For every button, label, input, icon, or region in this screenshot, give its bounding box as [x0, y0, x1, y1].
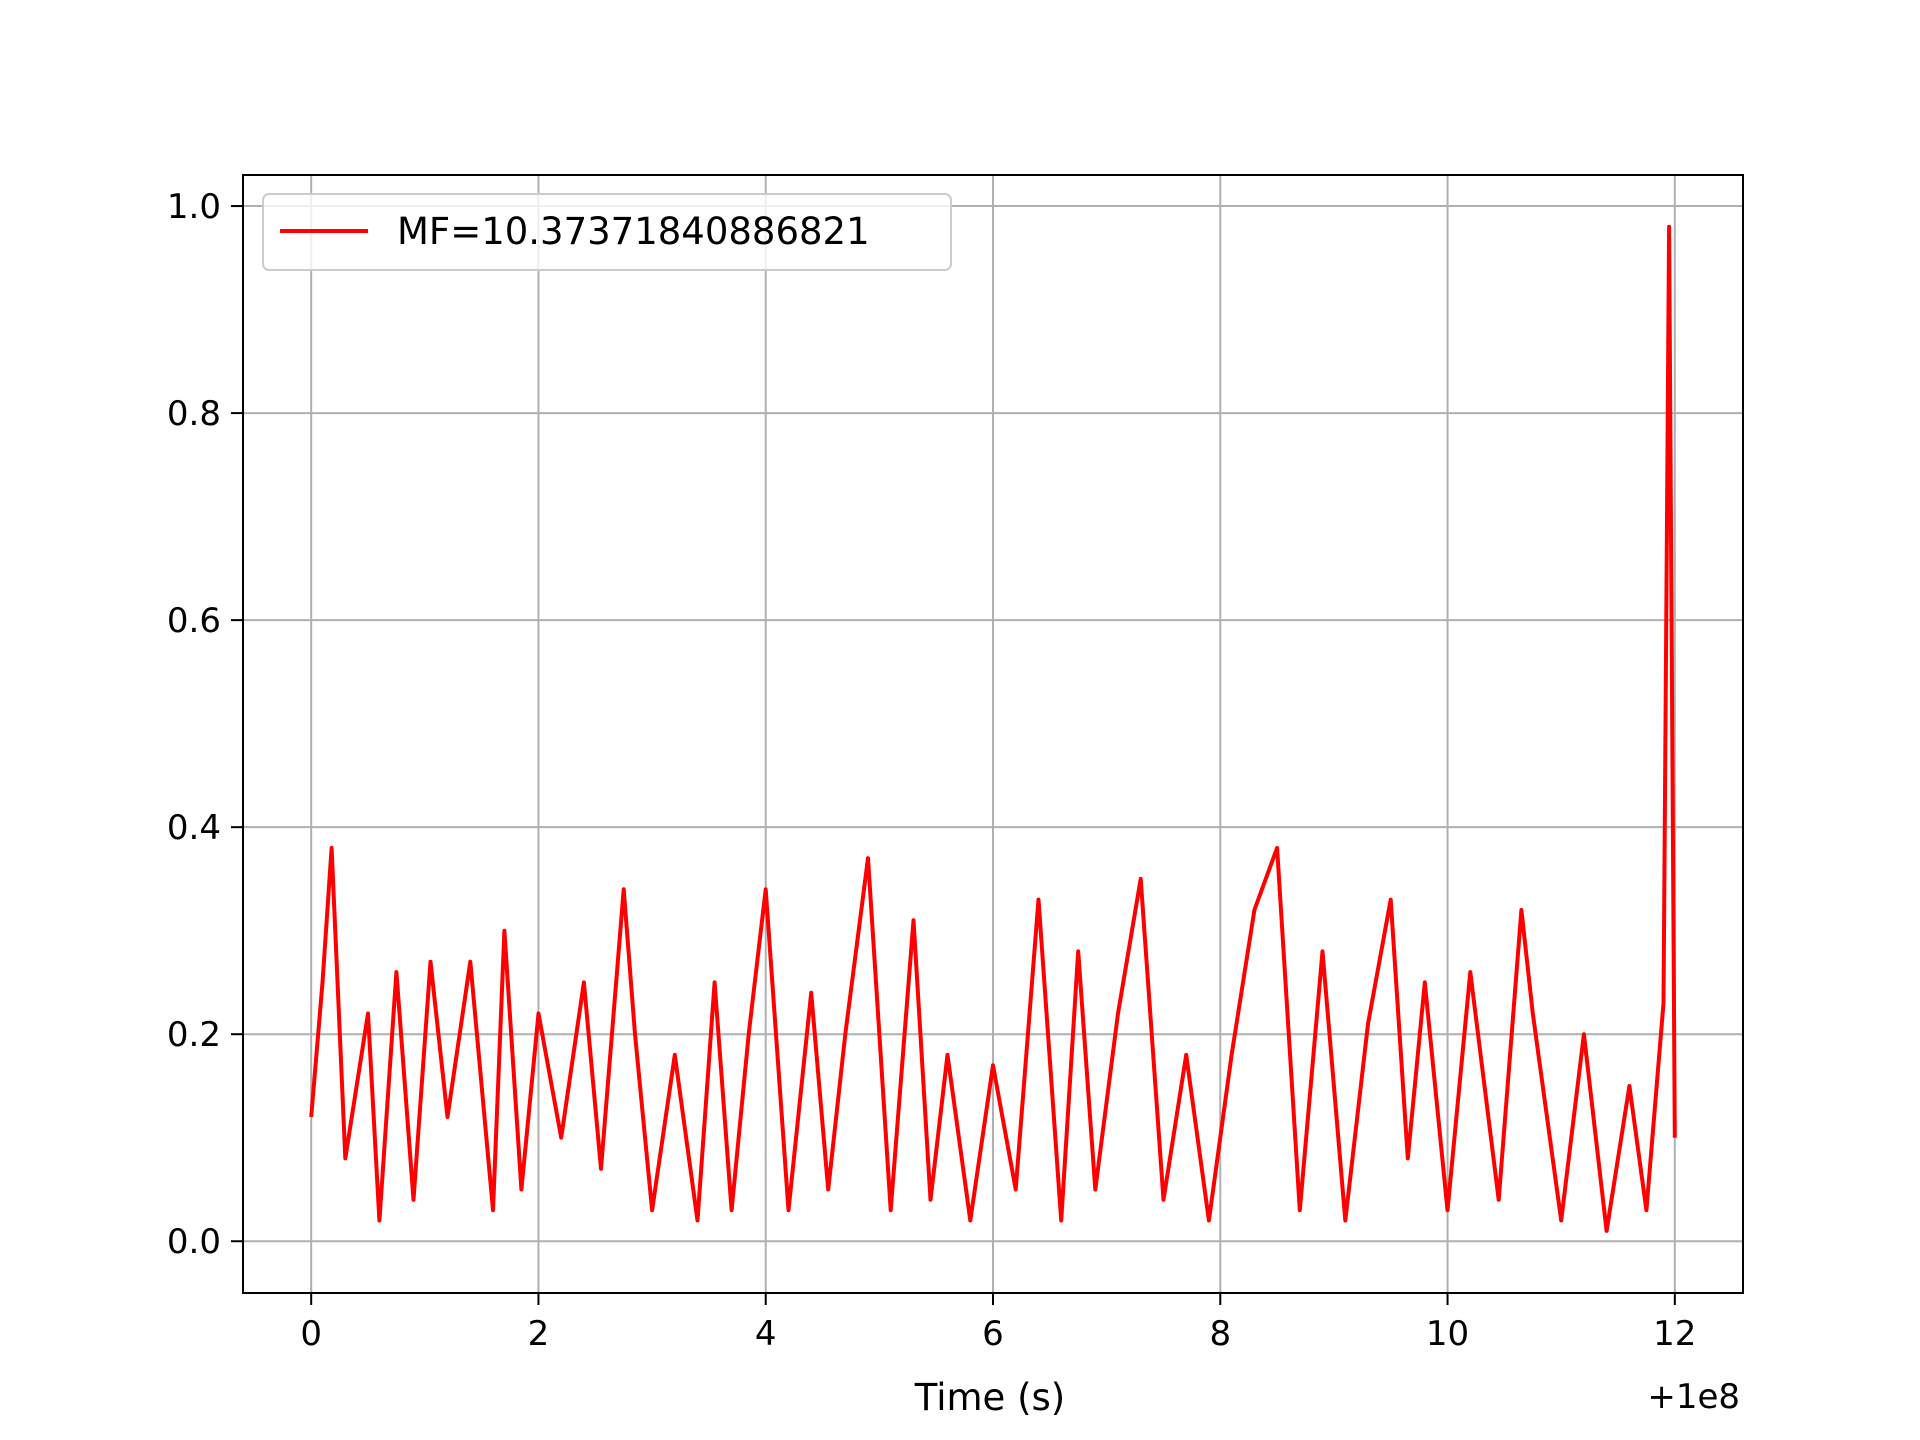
- series-layer: [309, 224, 1677, 1233]
- y-tick-label: 0.2: [167, 1015, 221, 1055]
- y-tick-label: 1.0: [167, 187, 221, 227]
- x-axis-title: Time (s): [914, 1376, 1065, 1419]
- series-line: [309, 224, 1677, 1233]
- y-tick-label: 0.4: [167, 808, 221, 848]
- x-tick-label: 4: [755, 1314, 777, 1354]
- legend: MF=10.37371840886821: [262, 193, 952, 271]
- x-offset-label: +1e8: [1647, 1377, 1740, 1417]
- x-tick-label: 2: [528, 1314, 550, 1354]
- x-tick-label: 10: [1426, 1314, 1469, 1354]
- y-tick-label: 0.0: [167, 1222, 221, 1262]
- legend-box: [262, 193, 952, 271]
- x-tick-label: 12: [1653, 1314, 1696, 1354]
- y-tick-label: 0.6: [167, 601, 221, 641]
- grid: [243, 175, 1743, 1293]
- ticks: 0 2 4 6 8 10 12 0.0 0.2 0.4 0.6 0.8 1.0: [167, 187, 1697, 1354]
- x-tick-label: 8: [1209, 1314, 1231, 1354]
- y-tick-label: 0.8: [167, 394, 221, 434]
- x-tick-label: 0: [300, 1314, 322, 1354]
- x-tick-label: 6: [982, 1314, 1004, 1354]
- legend-label: MF=10.37371840886821: [397, 210, 870, 253]
